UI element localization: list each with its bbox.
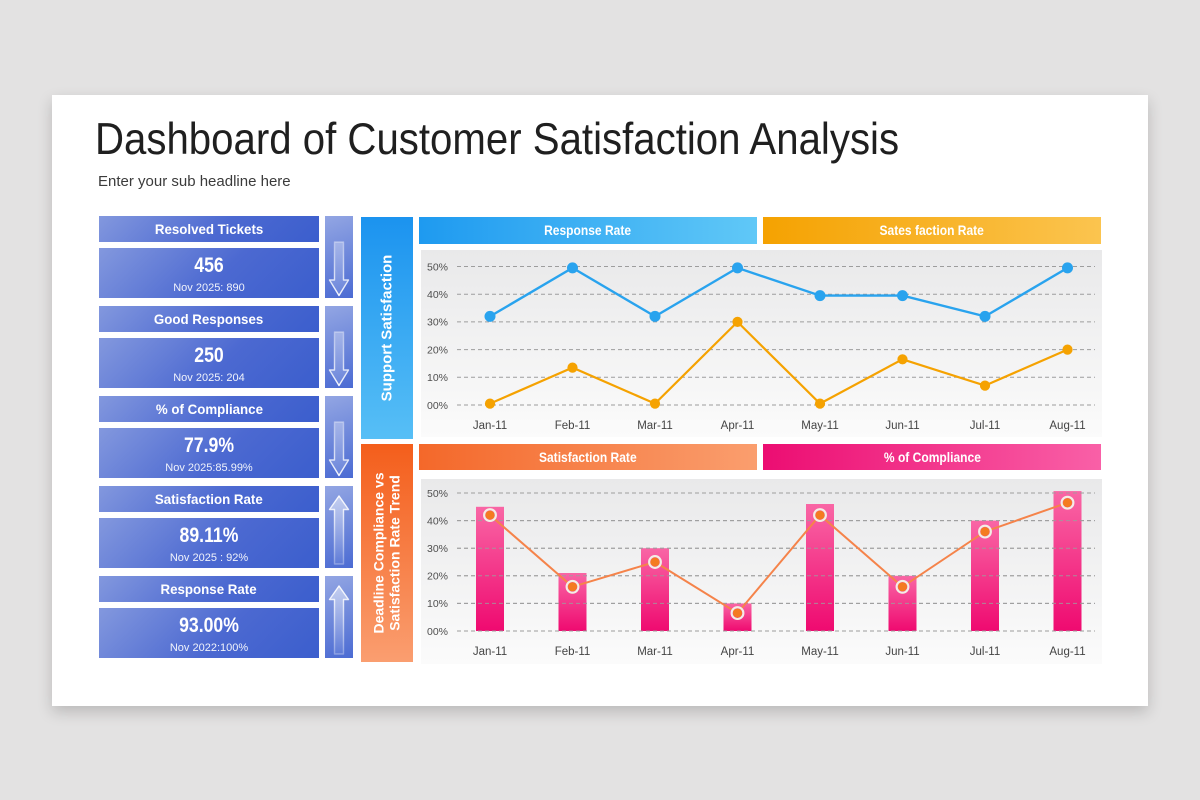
svg-text:00%: 00%	[427, 400, 448, 412]
svg-text:May-11: May-11	[801, 420, 839, 432]
svg-text:Jun-11: Jun-11	[885, 420, 919, 432]
svg-text:Mar-11: Mar-11	[637, 420, 673, 432]
svg-text:Jun-11: Jun-11	[885, 646, 919, 658]
svg-text:20%: 20%	[427, 571, 448, 583]
svg-text:Aug-11: Aug-11	[1049, 646, 1085, 658]
svg-text:30%: 30%	[427, 543, 448, 555]
svg-text:50%: 50%	[427, 261, 448, 273]
svg-text:Feb-11: Feb-11	[555, 646, 591, 658]
svg-text:Jul-11: Jul-11	[970, 420, 1000, 432]
svg-text:Feb-11: Feb-11	[555, 420, 591, 432]
svg-text:Apr-11: Apr-11	[721, 420, 755, 432]
svg-text:Aug-11: Aug-11	[1049, 420, 1085, 432]
svg-text:40%: 40%	[427, 289, 448, 301]
svg-text:30%: 30%	[427, 317, 448, 329]
svg-text:Jan-11: Jan-11	[473, 420, 507, 432]
svg-text:40%: 40%	[427, 515, 448, 527]
svg-text:Jan-11: Jan-11	[473, 646, 507, 658]
svg-text:May-11: May-11	[801, 646, 839, 658]
svg-text:00%: 00%	[427, 626, 448, 638]
svg-text:20%: 20%	[427, 344, 448, 356]
svg-text:10%: 10%	[427, 598, 448, 610]
svg-text:10%: 10%	[427, 372, 448, 384]
svg-text:Apr-11: Apr-11	[721, 646, 755, 658]
svg-text:Mar-11: Mar-11	[637, 646, 673, 658]
svg-text:Jul-11: Jul-11	[970, 646, 1000, 658]
svg-text:50%: 50%	[427, 488, 448, 500]
